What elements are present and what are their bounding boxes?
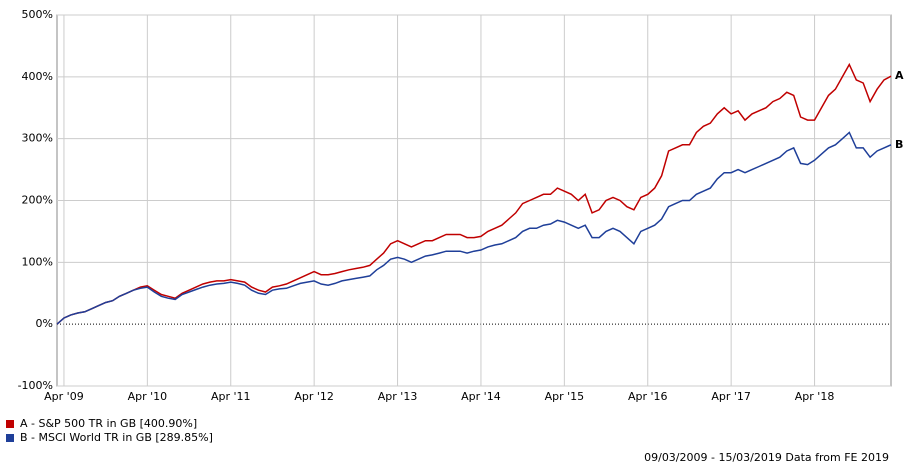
x-tick-label: Apr '10 — [128, 390, 168, 403]
x-tick-label: Apr '14 — [461, 390, 501, 403]
y-tick-label: 400% — [22, 70, 53, 83]
x-tick-label: Apr '16 — [628, 390, 668, 403]
x-tick-label: Apr '12 — [294, 390, 334, 403]
y-tick-label: 300% — [22, 132, 53, 145]
end-label: B — [895, 138, 903, 151]
y-tick-label: 100% — [22, 255, 53, 268]
end-label: A — [895, 69, 904, 82]
y-tick-label: -100% — [18, 379, 53, 392]
legend-label: A - S&P 500 TR in GB [400.90%] — [20, 417, 197, 430]
series-line — [56, 131, 892, 325]
x-tick-label: Apr '09 — [44, 390, 84, 403]
series-line — [56, 62, 892, 325]
x-tick-label: Apr '15 — [545, 390, 585, 403]
y-tick-label: 0% — [36, 317, 53, 330]
legend-label: B - MSCI World TR in GB [289.85%] — [20, 431, 213, 444]
x-tick-label: Apr '17 — [711, 390, 751, 403]
x-tick-label: Apr '18 — [795, 390, 835, 403]
y-tick-label: 200% — [22, 194, 53, 207]
footer: 09/03/2009 - 15/03/2019 Data from FE 201… — [644, 451, 889, 464]
x-tick-label: Apr '13 — [378, 390, 418, 403]
x-tick-label: Apr '11 — [211, 390, 251, 403]
legend-swatch — [6, 434, 14, 442]
legend-swatch — [6, 420, 14, 428]
y-tick-label: 500% — [22, 8, 53, 21]
